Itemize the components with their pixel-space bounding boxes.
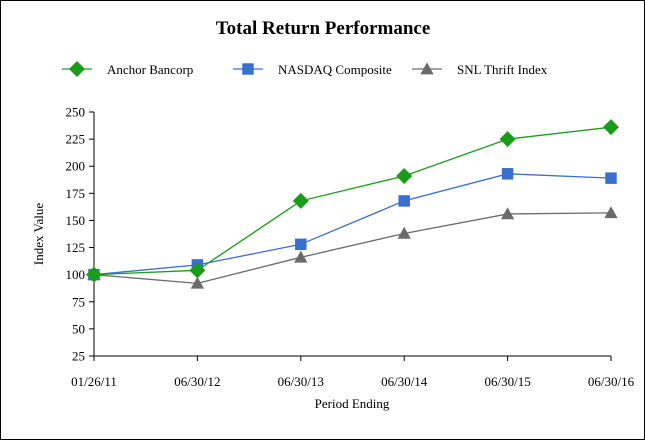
x-tick-label: 06/30/15 bbox=[484, 374, 530, 389]
legend-triangle-marker bbox=[420, 62, 434, 75]
legend-item-nasdaq-composite: NASDAQ Composite bbox=[233, 62, 392, 77]
y-tick-label: 125 bbox=[66, 240, 86, 255]
legend-label: Anchor Bancorp bbox=[107, 62, 193, 77]
legend-item-anchor-bancorp: Anchor Bancorp bbox=[62, 61, 193, 77]
diamond-point bbox=[603, 119, 619, 136]
legend: Anchor Bancorp NASDAQ Composite SNL Thrift… bbox=[62, 61, 548, 77]
axes bbox=[93, 112, 611, 357]
legend-label: NASDAQ Composite bbox=[278, 62, 392, 77]
y-tick-label: 100 bbox=[66, 267, 86, 282]
square-point bbox=[295, 238, 307, 251]
series-layer bbox=[86, 119, 619, 289]
series-anchor-bancorp bbox=[86, 119, 619, 283]
y-ticks: 25 50 75 100 125 150 175 200 225 250 bbox=[66, 105, 94, 364]
square-point bbox=[501, 168, 514, 180]
y-tick-label: 150 bbox=[66, 213, 86, 228]
x-tick-label: 06/30/14 bbox=[381, 374, 428, 389]
y-tick-label: 250 bbox=[66, 105, 86, 120]
triangle-point bbox=[190, 276, 205, 289]
legend-square-marker bbox=[242, 63, 254, 75]
diamond-point bbox=[292, 192, 309, 209]
y-tick-label: 25 bbox=[72, 349, 85, 364]
y-tick-label: 75 bbox=[72, 294, 85, 309]
diamond-point bbox=[499, 131, 516, 148]
square-point bbox=[398, 195, 410, 207]
chart-title: Total Return Performance bbox=[216, 18, 431, 39]
triangle-point bbox=[397, 226, 411, 239]
x-tick-label: 01/26/11 bbox=[71, 374, 117, 389]
series-line bbox=[93, 126, 612, 276]
y-axis-label: Index Value bbox=[31, 203, 46, 265]
y-tick-label: 50 bbox=[72, 321, 85, 336]
series-nasdaq-composite bbox=[88, 168, 617, 281]
triangle-point bbox=[604, 206, 618, 219]
series-line bbox=[93, 212, 612, 284]
diamond-point bbox=[396, 167, 413, 184]
x-tick-label: 06/30/12 bbox=[174, 374, 220, 389]
triangle-point bbox=[500, 207, 515, 220]
y-tick-label: 225 bbox=[66, 132, 86, 147]
square-point bbox=[605, 172, 617, 184]
legend-item-snl-thrift-index: SNL Thrift Index bbox=[412, 62, 548, 77]
series-snl-thrift-index bbox=[87, 206, 618, 289]
y-tick-label: 200 bbox=[66, 159, 86, 174]
x-tick-label: 06/30/13 bbox=[278, 374, 324, 389]
y-tick-label: 175 bbox=[66, 186, 86, 201]
legend-diamond-marker bbox=[69, 61, 85, 77]
diamond-point bbox=[86, 266, 102, 283]
diamond-point bbox=[189, 262, 206, 279]
x-axis-label: Period Ending bbox=[315, 396, 390, 411]
x-ticks: 01/26/11 06/30/12 06/30/13 06/30/14 06/30/15… bbox=[71, 356, 635, 389]
series-line bbox=[93, 173, 612, 276]
triangle-point bbox=[294, 250, 308, 263]
x-tick-label: 06/30/16 bbox=[588, 374, 635, 389]
legend-label: SNL Thrift Index bbox=[457, 62, 548, 77]
